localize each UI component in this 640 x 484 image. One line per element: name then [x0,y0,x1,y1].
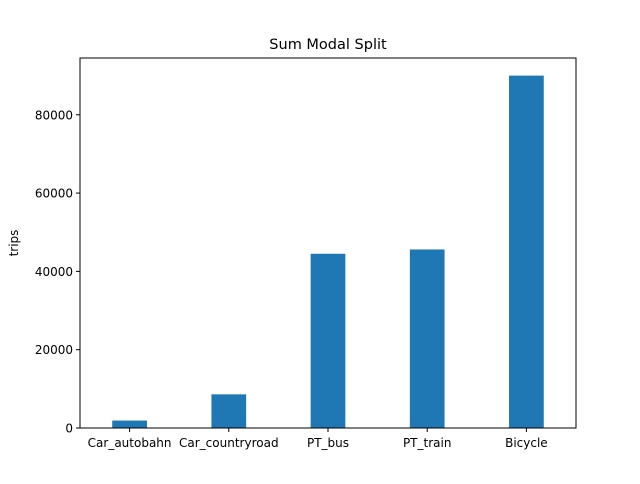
bars-layer [112,75,544,429]
x-tick-label: PT_bus [307,436,349,450]
x-tick-label: Car_autobahn [88,436,172,450]
bar-car-countryroad [211,394,247,428]
y-axis-label: trips [7,230,21,257]
bar-bicycle [509,75,544,429]
y-ticks: 0 20000 40000 60000 80000 [35,108,80,436]
y-tick-label: 20000 [35,343,73,357]
y-tick-label: 40000 [35,265,73,279]
y-tick-label: 0 [65,422,73,436]
y-tick-label: 80000 [35,108,73,122]
x-tick-label: PT_train [403,436,452,450]
y-tick-label: 60000 [35,187,73,201]
bar-car-autobahn [112,420,147,428]
x-tick-label: Bicycle [505,436,548,450]
bar-pt-train [409,249,445,428]
plot-frame [79,57,577,429]
x-tick-label: Car_countryroad [179,436,279,450]
chart-title: Sum Modal Split [269,37,387,53]
x-ticks: Car_autobahn Car_countryroad PT_bus PT_trai… [88,428,548,450]
bar-pt-bus [310,253,346,428]
